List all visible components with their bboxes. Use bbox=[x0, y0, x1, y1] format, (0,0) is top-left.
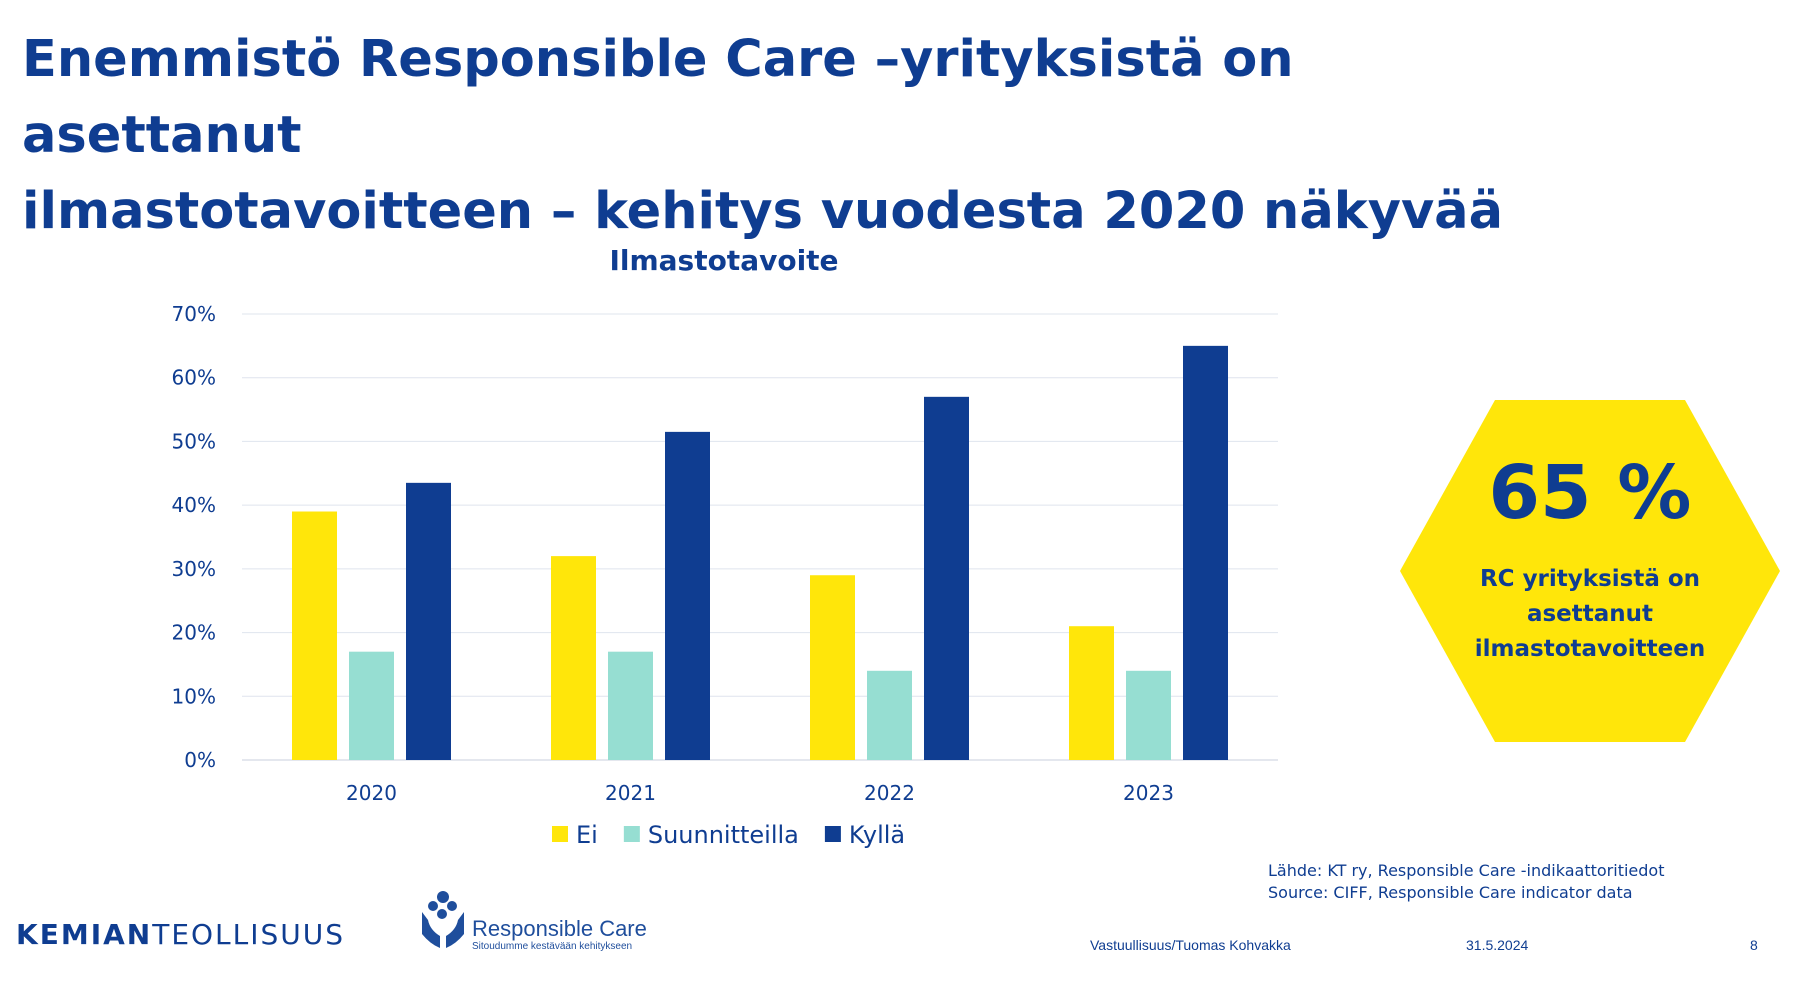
x-tick-label: 2021 bbox=[605, 781, 656, 805]
x-tick-label: 2023 bbox=[1123, 781, 1174, 805]
y-tick-label: 60% bbox=[172, 366, 216, 390]
kemianteollisuus-logo: KEMIANTEOLLISUUS bbox=[16, 918, 345, 951]
footer-author: Vastuullisuus/Tuomas Kohvakka bbox=[1090, 937, 1291, 953]
rc-tagline: Sitoudumme kestävään kehitykseen bbox=[472, 941, 633, 952]
logo-bold: KEMIAN bbox=[16, 918, 153, 951]
y-tick-label: 70% bbox=[172, 302, 216, 326]
legend-swatch bbox=[623, 826, 640, 842]
legend-label: Ei bbox=[576, 821, 598, 849]
source-fi: Lähde: KT ry, Responsible Care -indikaat… bbox=[1268, 861, 1665, 880]
chart-bars bbox=[292, 345, 1228, 760]
bar bbox=[924, 396, 969, 760]
legend-swatch bbox=[552, 826, 568, 842]
bar bbox=[292, 511, 337, 760]
bar bbox=[551, 556, 596, 760]
x-tick-label: 2022 bbox=[864, 781, 915, 805]
bar bbox=[1126, 670, 1171, 760]
source-en: Source: CIFF, Responsible Care indicator… bbox=[1268, 883, 1633, 902]
bar bbox=[406, 482, 451, 760]
highlight-value: 65 % bbox=[1488, 450, 1692, 536]
legend-label: Kyllä bbox=[849, 821, 905, 849]
legend-label: Suunnitteilla bbox=[648, 821, 799, 849]
page-number: 8 bbox=[1750, 937, 1758, 953]
footer-date: 31.5.2024 bbox=[1466, 937, 1529, 953]
bar bbox=[810, 575, 855, 760]
bar bbox=[665, 431, 710, 760]
highlight-hexagon bbox=[1400, 400, 1780, 742]
bar bbox=[1069, 626, 1114, 760]
logo-regular: TEOLLISUUS bbox=[152, 918, 346, 951]
y-tick-label: 50% bbox=[172, 429, 216, 453]
slide-title: Enemmistö Responsible Care –yrityksistä … bbox=[22, 22, 1582, 250]
chart-title: Ilmastotavoite bbox=[609, 244, 838, 277]
bar-chart: Ilmastotavoite 0% 10% 20% 30% 40% 50% 60% 70% 2… bbox=[172, 244, 1278, 849]
bar bbox=[349, 651, 394, 760]
y-tick-label: 30% bbox=[172, 557, 216, 581]
chart-legend: Ei Suunnitteilla Kyllä bbox=[552, 821, 905, 849]
bar bbox=[608, 651, 653, 760]
slide-title-line-2: ilmastotavoitteen – kehitys vuodesta 202… bbox=[22, 182, 1504, 241]
y-tick-label: 0% bbox=[184, 748, 216, 772]
y-tick-label: 20% bbox=[172, 621, 216, 645]
bar bbox=[1183, 345, 1228, 760]
slide-title-line-1: Enemmistö Responsible Care –yrityksistä … bbox=[22, 30, 1294, 165]
y-tick-label: 40% bbox=[172, 493, 216, 517]
highlight-text: RC yrityksistä on asettanut ilmastotavoi… bbox=[1474, 566, 1706, 662]
rc-name: Responsible Care bbox=[472, 916, 647, 941]
x-axis-labels: 2020 2021 2022 2023 bbox=[346, 781, 1174, 805]
responsible-care-icon bbox=[422, 891, 464, 948]
bar bbox=[867, 670, 912, 760]
y-tick-label: 10% bbox=[172, 684, 216, 708]
legend-swatch bbox=[824, 826, 841, 842]
x-tick-label: 2020 bbox=[346, 781, 397, 805]
